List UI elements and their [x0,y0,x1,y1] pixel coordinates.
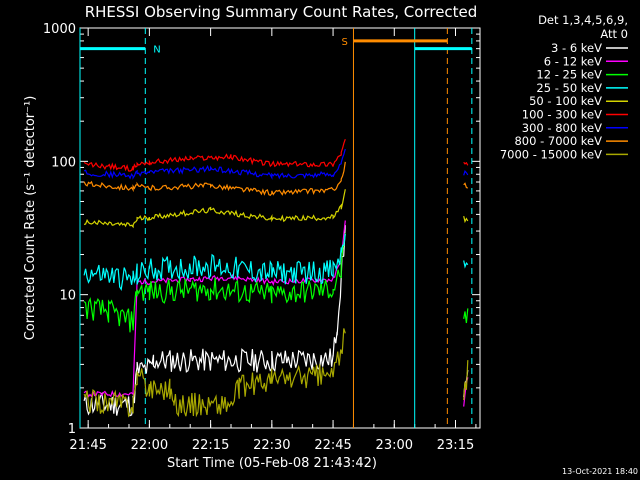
series-line-segment [463,170,469,176]
legend-label: 12 - 25 keV [536,68,602,82]
series-line [83,139,346,172]
series-line-segment [463,215,469,224]
series-line-segment [463,360,469,401]
y-tick-label: 1000 [43,22,76,37]
series-line [83,328,346,418]
series-line-segment [463,182,469,189]
x-tick-label: 21:45 [69,438,106,453]
series-line [83,161,346,197]
legend-header-line-2: Att 0 [600,27,628,41]
legend-label: 800 - 7000 keV [514,134,602,148]
legend-label: 100 - 300 keV [522,108,602,122]
legend-label: 3 - 6 keV [551,41,602,55]
x-tick-label: 23:15 [437,438,474,453]
x-tick-label: 22:30 [253,438,290,453]
flag-label: S [341,37,347,48]
legend-label: 7000 - 15000 keV [500,147,602,161]
series-line-segment [463,161,469,166]
legend-header-line-1: Det 1,3,4,5,6,9, [538,13,628,27]
legend-label: 25 - 50 keV [536,81,602,95]
series-line-segment [463,308,469,324]
series-line [83,233,346,333]
x-tick-label: 22:45 [314,438,351,453]
legend-label: 50 - 100 keV [529,94,602,108]
x-tick-label: 23:00 [376,438,413,453]
timestamp: 13-Oct-2021 18:40 [562,467,638,476]
x-tick-label: 22:15 [192,438,229,453]
x-tick-label: 22:00 [131,438,168,453]
legend-label: 300 - 800 keV [522,121,602,135]
x-axis-label: Start Time (05-Feb-08 21:43:42) [167,456,377,471]
series-line-segment [463,260,469,269]
y-tick-label: 10 [59,289,76,304]
series-line [83,148,346,180]
y-tick-label: 100 [51,155,76,170]
series-line [83,225,346,417]
series-line [83,220,346,398]
series-line [83,233,346,291]
series-line [83,189,346,229]
chart-title: RHESSI Observing Summary Count Rates, Co… [85,3,478,21]
flag-label: N [153,45,160,56]
legend-label: 6 - 12 keV [544,54,602,68]
y-axis-label: Corrected Count Rate (s⁻¹ detector⁻¹) [23,96,38,341]
y-tick-label: 1 [68,422,76,437]
